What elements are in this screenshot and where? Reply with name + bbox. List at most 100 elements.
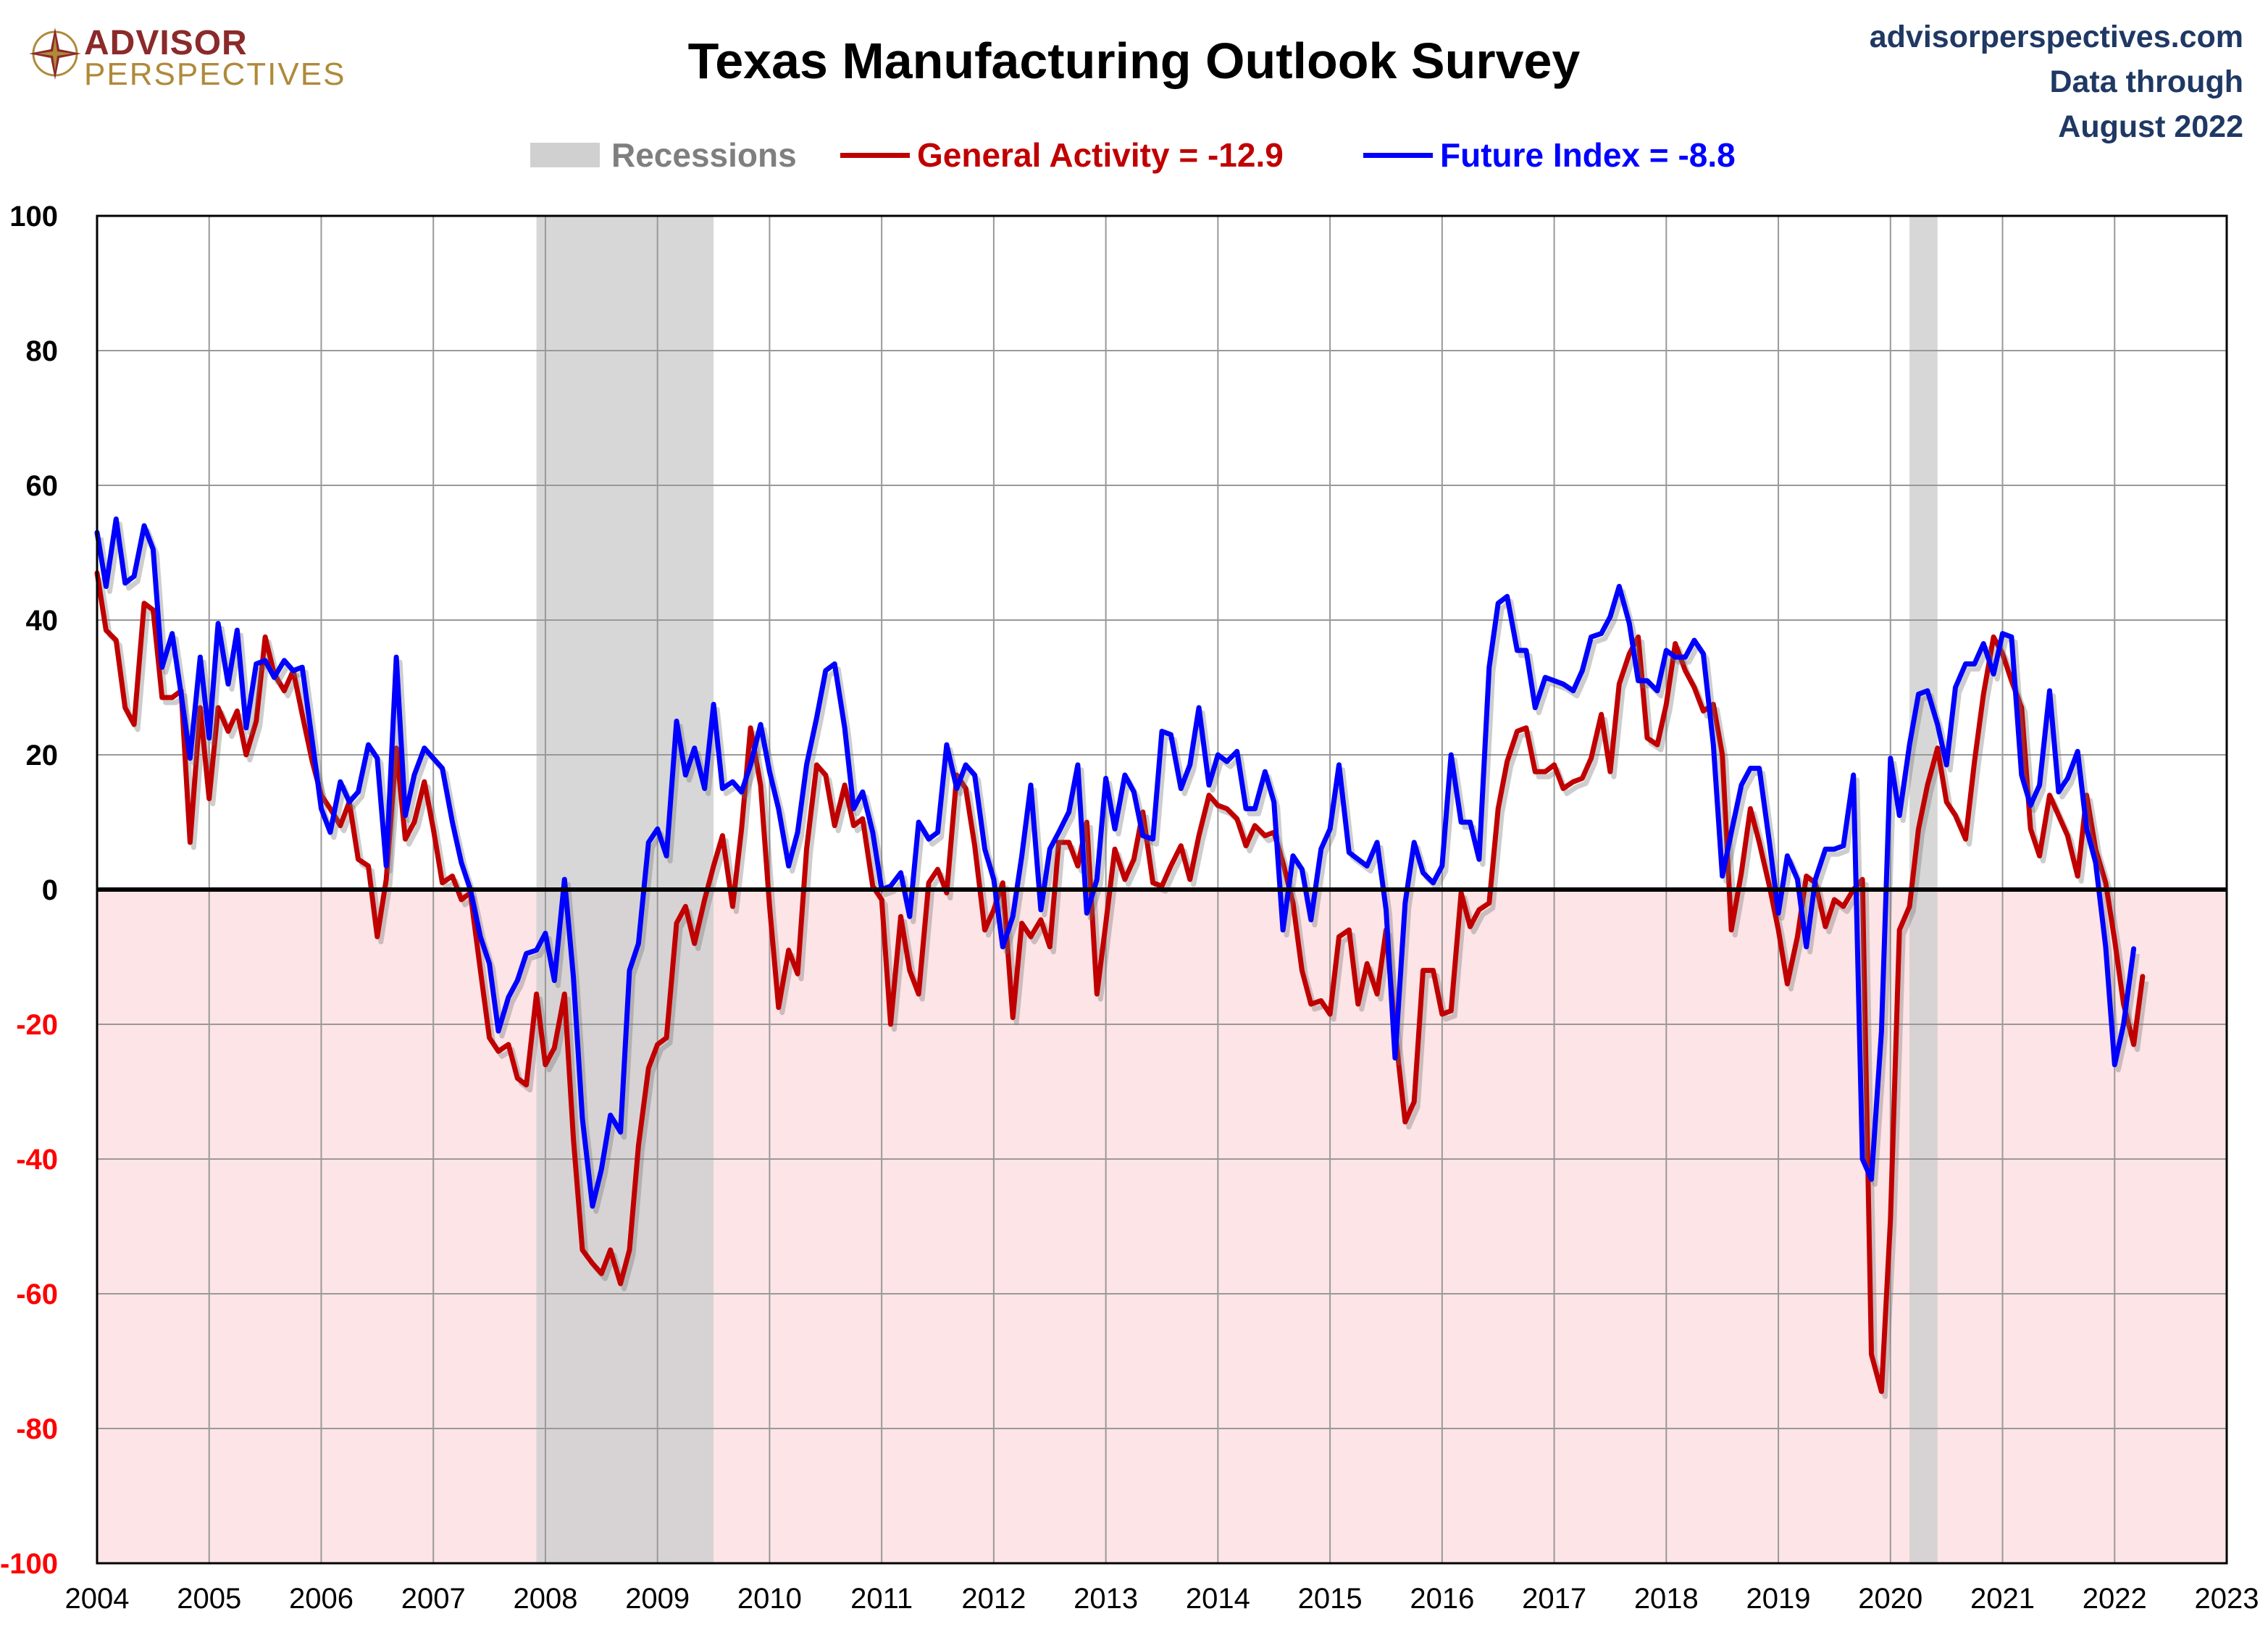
series-1-point-88 [917, 821, 921, 824]
x-tick-label-2018: 2018 [1634, 1583, 1699, 1615]
series-1-point-116 [1179, 787, 1183, 790]
series-1-point-21 [291, 669, 295, 672]
series-1-point-6 [151, 548, 155, 551]
series-1-point-196 [1925, 689, 1929, 693]
series-1-point-81 [852, 807, 855, 811]
y-tick-label--100: -100 [0, 1548, 58, 1580]
series-1-point-102 [1048, 848, 1052, 851]
series-1-point-73 [777, 807, 780, 811]
series-1-point-20 [283, 658, 286, 662]
series-1-point-36 [432, 756, 435, 760]
series-0-point-107 [1095, 992, 1099, 996]
series-1-point-119 [1208, 783, 1210, 787]
series-1-point-101 [1039, 908, 1042, 911]
series-1-point-130 [1309, 918, 1313, 921]
y-tick-label--20: -20 [16, 1009, 58, 1041]
series-0-point-17 [254, 719, 258, 723]
series-1-point-17 [254, 662, 258, 666]
series-0-point-31 [385, 878, 388, 881]
series-0-point-3 [123, 706, 127, 709]
series-1-point-179 [1767, 840, 1771, 844]
series-0-point-54 [600, 1272, 603, 1276]
series-1-point-161 [1599, 632, 1603, 635]
series-1-point-138 [1384, 908, 1388, 911]
series-0-point-141 [1413, 1100, 1416, 1103]
series-1-point-182 [1796, 878, 1799, 881]
series-0-point-189 [1861, 878, 1865, 881]
series-1-point-129 [1300, 868, 1304, 871]
series-1-point-77 [815, 716, 819, 719]
series-0-point-216 [2113, 938, 2117, 942]
series-0-point-96 [992, 908, 995, 911]
x-tick-label-2007: 2007 [401, 1583, 466, 1615]
series-1-point-188 [1851, 773, 1855, 777]
series-1-point-215 [2104, 945, 2107, 948]
series-0-point-33 [403, 837, 407, 841]
series-1-point-213 [2085, 827, 2088, 831]
series-1-point-199 [1954, 686, 1957, 689]
series-0-point-70 [749, 726, 753, 729]
series-0-point-150 [1497, 807, 1500, 811]
series-1-point-122 [1235, 750, 1239, 753]
series-0-point-46 [524, 1083, 528, 1087]
series-1-point-26 [338, 780, 342, 784]
series-1-point-210 [2056, 790, 2060, 794]
series-1-point-163 [1618, 585, 1621, 588]
series-0-point-161 [1599, 713, 1603, 716]
series-0-point-208 [2038, 854, 2041, 858]
series-1-point-112 [1141, 834, 1145, 837]
series-0-point-146 [1460, 891, 1463, 895]
series-0-point-121 [1225, 807, 1229, 811]
series-1-point-185 [1824, 848, 1827, 851]
series-1-point-191 [1880, 1029, 1883, 1033]
series-1-point-58 [637, 942, 640, 945]
series-1-point-89 [927, 837, 931, 841]
series-1-point-65 [703, 787, 706, 790]
series-0-point-143 [1431, 969, 1435, 972]
series-0-point-214 [2094, 848, 2097, 851]
series-0-point-1 [104, 629, 108, 632]
series-0-point-93 [964, 787, 968, 790]
series-0-point-145 [1449, 1009, 1453, 1013]
source-date: August 2022 [2058, 109, 2243, 144]
series-0-point-94 [973, 844, 976, 848]
series-1-point-99 [1020, 854, 1024, 858]
series-0-point-163 [1618, 682, 1621, 686]
series-0-point-52 [581, 1248, 584, 1252]
advisor-perspectives-logo: ADVISOR PERSPECTIVES [28, 20, 344, 93]
series-1-point-100 [1029, 783, 1032, 787]
series-0-point-182 [1796, 935, 1799, 939]
series-0-point-206 [2020, 706, 2023, 709]
y-tick-label--80: -80 [16, 1413, 58, 1445]
series-1-point-90 [936, 831, 940, 834]
series-1-point-160 [1589, 635, 1593, 639]
series-1-point-209 [2048, 689, 2051, 693]
series-0-point-88 [917, 992, 921, 996]
series-1-point-151 [1505, 595, 1509, 598]
series-0-point-10 [188, 840, 192, 844]
series-0-point-47 [535, 992, 538, 996]
series-0-point-71 [759, 783, 762, 787]
x-tick-label-2016: 2016 [1410, 1583, 1474, 1615]
series-0-point-175 [1730, 928, 1733, 932]
series-1-point-124 [1253, 807, 1257, 811]
series-0-point-57 [628, 1248, 631, 1252]
x-tick-label-2013: 2013 [1074, 1583, 1138, 1615]
series-1-point-168 [1665, 648, 1668, 652]
series-1-point-92 [955, 787, 958, 790]
series-1-point-111 [1132, 790, 1136, 794]
series-0-point-140 [1403, 1120, 1407, 1124]
series-1-point-126 [1272, 800, 1276, 804]
series-1-point-25 [328, 831, 332, 834]
series-0-point-38 [451, 874, 454, 878]
series-1-point-208 [2038, 783, 2041, 787]
series-0-point-169 [1673, 642, 1677, 645]
series-0-point-85 [889, 1023, 892, 1026]
series-0-point-125 [1263, 834, 1267, 837]
series-0-point-5 [143, 601, 146, 605]
series-1-point-83 [871, 831, 874, 834]
series-1-point-157 [1562, 682, 1565, 686]
series-0-point-177 [1749, 807, 1752, 811]
series-1-point-32 [395, 656, 398, 659]
